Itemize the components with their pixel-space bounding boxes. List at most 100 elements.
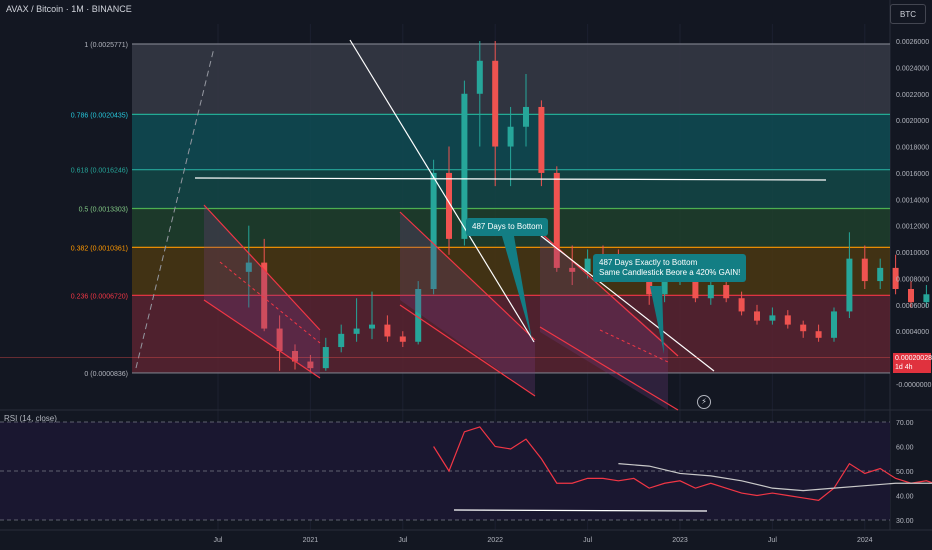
trendline-main: [349, 39, 535, 343]
candle-body: [338, 333, 345, 348]
candle-body: [769, 315, 776, 321]
price-tick-label: 0.0020000: [896, 118, 929, 125]
lightning-icon[interactable]: ⚡: [697, 395, 711, 409]
fib-level-label: 0.618 (0.0016246): [71, 168, 128, 175]
rsi-tick-label: 50.00: [896, 469, 914, 476]
candle-body: [430, 172, 437, 289]
time-tick-label: Jul: [583, 537, 592, 544]
current-price: 0.00020028: [895, 355, 932, 362]
callout-2-pointer: [650, 286, 664, 354]
candle-body: [292, 350, 298, 362]
rsi-ma-line: [618, 463, 932, 492]
callout-1-pointer: [502, 236, 532, 340]
price-axis[interactable]: 0.0026000 0.0024000 0.0022000 0.0020000 0.00…: [896, 39, 932, 389]
candle-body: [369, 324, 375, 329]
candle-body: [800, 324, 807, 332]
channel-line: [399, 211, 536, 341]
candle-body: [569, 267, 576, 272]
trend-drawings[interactable]: [0, 39, 890, 411]
fib-level-label: 0.786 (0.0020435): [71, 112, 128, 119]
channel-3-fill: [540, 232, 668, 410]
candle-body: [923, 294, 930, 303]
price-tick-label: -0.0000000: [896, 382, 932, 389]
candle-body: [538, 106, 545, 173]
candle-body: [446, 172, 452, 239]
fib-level-label: 0.5 (0.0013303): [79, 206, 128, 213]
time-tick-label: Jul: [768, 537, 777, 544]
candle-countdown: 1d 4h: [895, 364, 913, 371]
time-tick-label: Jul: [214, 537, 223, 544]
channel-midline: [599, 329, 669, 363]
candle-body: [815, 331, 822, 338]
candle-body: [908, 288, 914, 303]
callout-exact-bottom[interactable]: 487 Days Exactly to Bottom Same Candlest…: [593, 254, 747, 282]
channel-2-fill: [400, 212, 535, 396]
fib-level-label: 0.236 (0.0006720): [71, 293, 128, 300]
candle-body: [461, 93, 468, 239]
price-tick-label: 0.0010000: [896, 250, 929, 257]
price-tick-label: 0.0012000: [896, 224, 929, 231]
candle-body: [892, 267, 899, 289]
symbol-title: AVAX / Bitcoin · 1M · BINANCE: [6, 4, 132, 14]
rsi-tick-label: 70.00: [896, 420, 914, 427]
time-tick-label: 2021: [303, 537, 319, 544]
time-axis[interactable]: Jul2021Jul2022Jul2023Jul2024Jul2025Jul20…: [214, 537, 932, 544]
price-tick-label: 0.0016000: [896, 171, 929, 178]
candle-body: [692, 271, 699, 299]
price-tick-label: 0.0026000: [896, 39, 929, 46]
fib-zone: [132, 295, 890, 373]
candle-body: [784, 315, 791, 325]
candle-body: [707, 285, 714, 299]
candle-body: [507, 126, 514, 147]
time-tick-label: 2024: [857, 537, 873, 544]
fib-zone: [132, 44, 890, 115]
price-tick-label: 0.0004000: [896, 329, 929, 336]
candle-body: [738, 298, 745, 312]
time-tick-label: 2022: [487, 537, 503, 544]
rsi-support-line: [453, 509, 708, 512]
candle-body: [584, 258, 591, 272]
rsi-line: [433, 426, 932, 502]
rsi-tick-label: 30.00: [896, 518, 914, 525]
callout-2-line1: 487 Days Exactly to Bottom: [599, 258, 698, 267]
rsi-title: RSI (14, close): [4, 414, 57, 423]
rsi-tick-label: 40.00: [896, 494, 914, 501]
candle-body: [492, 60, 499, 147]
time-tick-label: 2023: [672, 537, 688, 544]
price-tick-label: 0.0022000: [896, 92, 929, 99]
time-tick-label: Jul: [398, 537, 407, 544]
currency-badge[interactable]: BTC: [890, 4, 926, 24]
candle-body: [476, 60, 483, 94]
channel-line: [399, 304, 536, 397]
candle-body: [831, 311, 837, 338]
callout-1-text: 487 Days to Bottom: [472, 222, 543, 231]
rsi-panel[interactable]: 70.00 60.00 50.00 40.00 30.00: [0, 420, 932, 525]
price-tick-label: 0.0024000: [896, 65, 929, 72]
fib-level-label: 0.382 (0.0010361): [71, 245, 128, 252]
candle-body: [846, 258, 853, 312]
candle-body: [384, 324, 391, 337]
candle-body: [415, 288, 422, 342]
channel-line: [539, 326, 679, 411]
candle-body: [553, 172, 560, 268]
candle-body: [723, 285, 730, 299]
candle-body: [276, 328, 283, 351]
fib-level-label: 0 (0.0000836): [84, 371, 128, 378]
candle-body: [661, 281, 668, 295]
candle-body: [646, 271, 653, 295]
candle-body: [261, 262, 268, 329]
callout-487-days[interactable]: 487 Days to Bottom: [466, 218, 549, 236]
candle-body: [754, 311, 760, 321]
trendline-secondary: [540, 235, 715, 372]
fib-level-label: 1 (0.0025771): [84, 42, 128, 49]
candle-body: [877, 267, 884, 282]
candle-body: [245, 262, 252, 272]
candle-body: [307, 361, 314, 369]
price-tick-label: 0.0014000: [896, 197, 929, 204]
channel-line: [203, 299, 321, 379]
price-tick-label: 0.0018000: [896, 145, 929, 152]
price-tick-label: 0.0006000: [896, 303, 929, 310]
resistance-line: [194, 177, 827, 181]
candle-body: [353, 328, 360, 334]
